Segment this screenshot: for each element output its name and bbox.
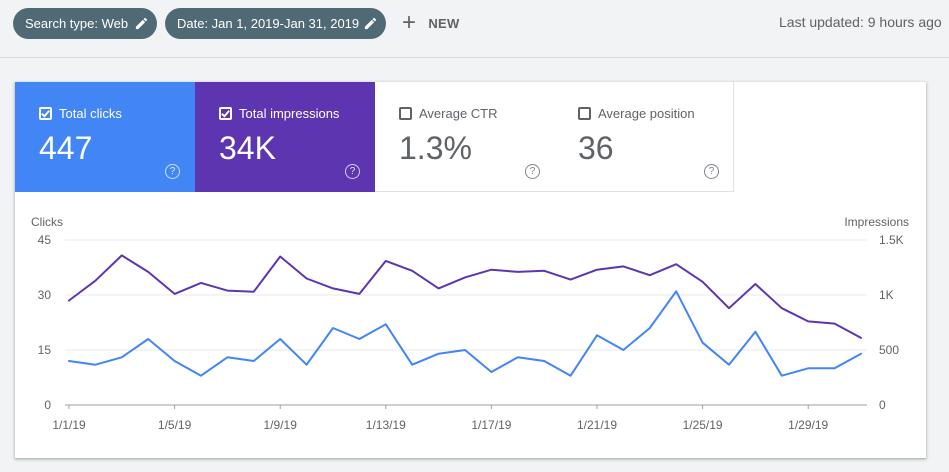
x-axis-tick-label: 1/1/19 (52, 418, 86, 432)
metric-tile-total-clicks[interactable]: Total clicks 447 ? (15, 82, 195, 192)
x-axis-tick-label: 1/29/19 (788, 418, 828, 432)
help-icon[interactable]: ? (525, 164, 540, 179)
search-type-filter-label: Search type: Web (25, 16, 129, 31)
metric-label: Average CTR (419, 106, 498, 121)
new-filter-label: NEW (428, 16, 460, 31)
performance-card: Total clicks 447 ? Total impressions 34K… (15, 82, 926, 458)
left-axis-tick-label: 0 (44, 398, 51, 412)
pencil-icon (364, 17, 377, 30)
right-axis-tick-label: 1K (879, 288, 894, 302)
series-line-impressions (68, 254, 862, 339)
chart-grid (65, 239, 867, 406)
metric-value: 34K (219, 130, 276, 166)
date-filter-label: Date: Jan 1, 2019-Jan 31, 2019 (177, 16, 360, 31)
right-axis-tick-label: 1.5K (879, 233, 904, 247)
left-axis-tick-label: 45 (38, 233, 52, 247)
new-filter-button[interactable]: + NEW (402, 8, 460, 39)
metric-label: Total clicks (59, 106, 122, 121)
checkbox-unchecked-icon[interactable] (578, 107, 591, 120)
plus-icon: + (402, 8, 417, 36)
date-filter-chip[interactable]: Date: Jan 1, 2019-Jan 31, 2019 (165, 8, 386, 39)
checkbox-checked-icon[interactable] (39, 107, 52, 120)
chart-lines (68, 254, 862, 377)
last-updated-text: Last updated: 9 hours ago (779, 14, 942, 30)
series-line-clicks (68, 290, 862, 377)
metric-value: 447 (39, 130, 93, 166)
x-axis-tick-label: 1/5/19 (158, 418, 192, 432)
left-axis-tick-label: 15 (38, 343, 52, 357)
performance-chart[interactable]: Clicks Impressions 0 15 30 45 0 500 1K 1.5K 1/1/… (15, 82, 926, 458)
pencil-icon (135, 17, 148, 30)
search-type-filter-chip[interactable]: Search type: Web (13, 8, 157, 39)
x-axis-tick-label: 1/17/19 (471, 418, 511, 432)
metric-tile-average-ctr[interactable]: Average CTR 1.3% ? (375, 82, 555, 192)
help-icon[interactable]: ? (704, 164, 719, 179)
checkbox-checked-icon[interactable] (219, 107, 232, 120)
x-axis-tick-label: 1/21/19 (577, 418, 617, 432)
x-axis-tick-label: 1/9/19 (264, 418, 298, 432)
metric-label: Total impressions (239, 106, 340, 121)
metric-value: 36 (578, 130, 614, 166)
help-icon[interactable]: ? (345, 164, 360, 179)
metric-label: Average position (598, 106, 695, 121)
metric-tile-average-position[interactable]: Average position 36 ? (554, 82, 734, 192)
help-icon[interactable]: ? (165, 164, 180, 179)
left-axis-label: Clicks (31, 215, 63, 229)
x-axis-tick-label: 1/13/19 (366, 418, 406, 432)
header-divider (0, 57, 949, 58)
metric-value: 1.3% (399, 130, 472, 166)
right-axis-tick-label: 500 (879, 343, 899, 357)
filter-bar: Search type: Web Date: Jan 1, 2019-Jan 3… (0, 0, 949, 50)
right-axis-label: Impressions (844, 215, 909, 229)
x-axis-tick-label: 1/25/19 (683, 418, 723, 432)
checkbox-unchecked-icon[interactable] (399, 107, 412, 120)
left-axis-tick-label: 30 (38, 288, 52, 302)
metric-tile-total-impressions[interactable]: Total impressions 34K ? (195, 82, 375, 192)
right-axis-tick-label: 0 (879, 398, 886, 412)
chart-ticks: 0 15 30 45 0 500 1K 1.5K 1/1/19 1/5/19 1/9/19 1/13/… (38, 233, 904, 432)
